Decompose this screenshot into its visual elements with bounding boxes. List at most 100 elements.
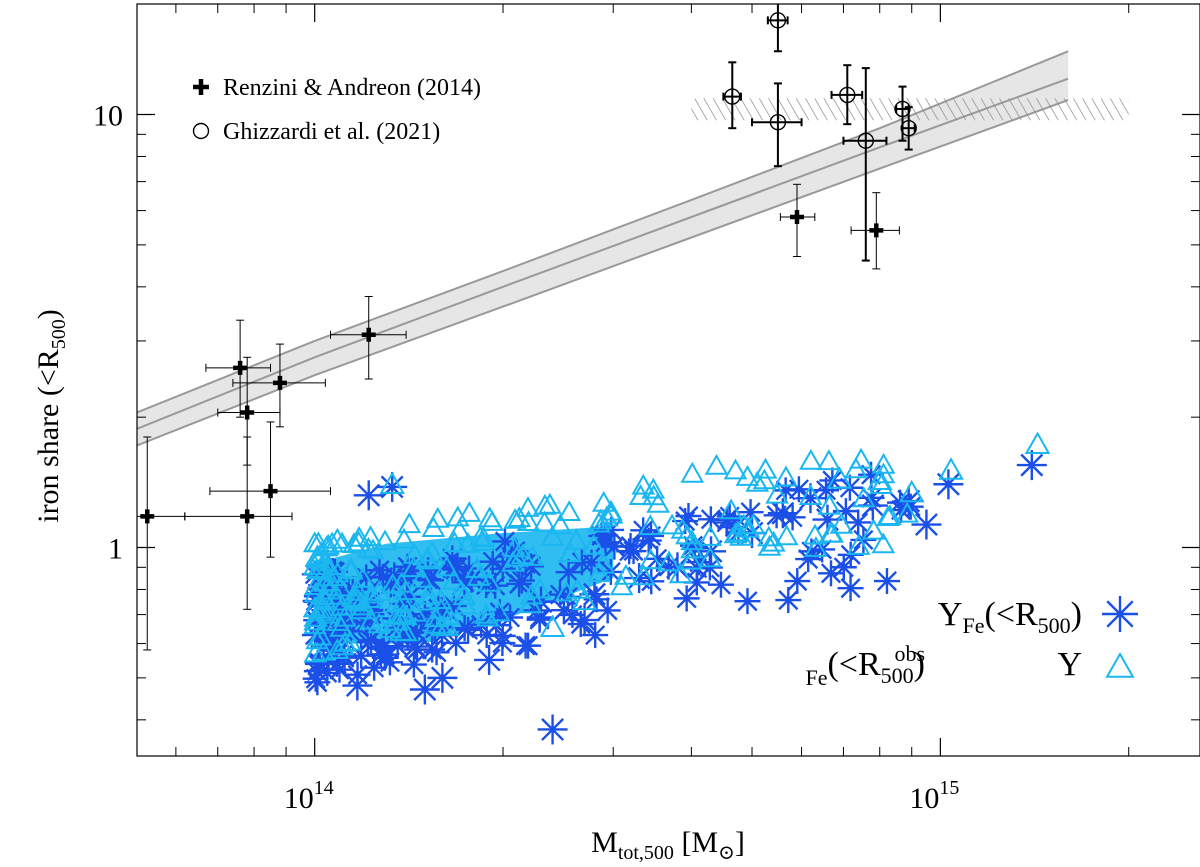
sim-triangle-point	[680, 529, 704, 551]
ghizzardi-circle	[769, 114, 787, 131]
renzini-plus	[869, 223, 884, 238]
sim-asterisk-point	[489, 630, 516, 657]
renzini-plus	[789, 209, 804, 224]
asterisk-stroke	[380, 475, 404, 499]
sim-triangle-point	[533, 493, 557, 515]
sim-triangle-point	[428, 588, 453, 609]
sim-triangle-point	[704, 453, 729, 475]
sim-triangle-point	[378, 617, 403, 639]
asterisk-stroke	[799, 486, 822, 510]
ghizzardi-point	[766, 4, 789, 53]
asterisk-stroke	[686, 572, 707, 593]
asterisk-stroke	[430, 666, 454, 690]
sim-triangle-point	[668, 562, 693, 584]
sim-triangle-point	[457, 501, 482, 522]
renzini-plus	[233, 360, 248, 375]
sim-triangle-point	[670, 517, 695, 539]
sim-triangle-point	[503, 507, 527, 529]
sim-triangle-point	[820, 521, 845, 543]
ghizzardi-circle	[857, 132, 874, 149]
asterisk-stroke	[482, 551, 503, 572]
sim-triangle-point	[516, 496, 540, 517]
sim-asterisk-point	[419, 636, 446, 663]
sim-triangle-point	[303, 641, 328, 663]
sim-triangle-point	[437, 604, 462, 626]
sim-triangle-point	[423, 612, 448, 634]
legend-renzini-label: Renzini & Andreon (2014)	[223, 75, 481, 101]
sim-triangle-point	[679, 548, 703, 570]
sim-triangle-point	[373, 529, 397, 551]
asterisk-stroke	[372, 638, 393, 659]
sim-triangle-point	[311, 639, 336, 661]
sim-triangle-point	[869, 473, 894, 494]
ghizzardi-point	[751, 82, 803, 168]
sim-triangle-point	[391, 589, 415, 611]
sim-asterisk-point	[404, 636, 431, 663]
sim-triangle-point	[325, 527, 350, 549]
asterisk-stroke	[351, 645, 372, 666]
sim-triangle-point	[876, 505, 900, 526]
sim-triangle-point	[346, 530, 371, 552]
asterisk-stroke	[623, 541, 644, 562]
asterisk-stroke	[541, 718, 565, 741]
sim-triangle-point	[638, 514, 663, 536]
sim-asterisk-point	[850, 526, 877, 553]
asterisk-stroke	[558, 562, 579, 583]
asterisk-stroke	[422, 639, 443, 660]
sim-triangle-point	[447, 518, 472, 540]
asterisk-stroke	[581, 552, 602, 573]
axis-ticks: 1014 1015 1 10	[93, 4, 1200, 815]
sim-triangle-point	[449, 579, 474, 601]
sim-triangle-point	[554, 580, 579, 602]
renzini-plus	[140, 509, 155, 524]
ghizzardi-point	[900, 106, 917, 151]
asterisk-stroke	[426, 642, 447, 663]
plot-area	[137, 4, 1129, 745]
sim-triangle-point	[548, 513, 573, 535]
sim-asterisk-point	[845, 509, 872, 536]
sim-triangle-point	[329, 615, 353, 637]
sim-triangle-point	[507, 506, 532, 527]
sim-triangle-point	[540, 524, 565, 546]
sim-asterisk-point	[873, 568, 900, 595]
asterisk-stroke	[853, 529, 874, 550]
asterisk-stroke	[477, 648, 501, 672]
sim-asterisk-point	[515, 632, 542, 659]
sim-triangle-point	[532, 510, 557, 532]
sim-triangle-point	[429, 615, 454, 636]
sim-asterisk-point	[707, 571, 734, 598]
sim-triangle-point	[477, 570, 502, 592]
legend-triangle-marker	[1105, 651, 1135, 678]
asterisk-stroke	[676, 588, 697, 609]
sim-triangle-point	[729, 524, 753, 546]
legend-asterisk-marker	[1102, 596, 1138, 632]
sim-triangle-point	[311, 584, 336, 605]
sim-triangle-point	[520, 545, 545, 566]
asterisk-stroke	[447, 556, 468, 578]
asterisk-stroke	[357, 483, 381, 507]
sim-triangle-point	[817, 493, 842, 515]
sim-asterisk-point	[377, 471, 408, 502]
sim-asterisk-point	[594, 597, 621, 624]
sim-triangle-point	[631, 564, 656, 586]
asterisk-stroke	[413, 678, 437, 701]
ghizzardi-circle	[769, 12, 787, 29]
sim-triangle-point	[646, 491, 671, 513]
sim-triangle-point	[356, 536, 381, 558]
sim-asterisk-point	[342, 670, 373, 701]
sim-triangle-point	[657, 550, 682, 572]
sim-triangle-point	[846, 533, 871, 555]
asterisk-stroke	[509, 573, 530, 594]
ghizzardi-circle	[839, 86, 856, 104]
asterisk-stroke	[517, 635, 539, 656]
sim-triangle-point	[349, 598, 374, 620]
renzini-point	[205, 319, 272, 418]
scaling-band	[137, 51, 1069, 446]
asterisk-stroke	[820, 563, 842, 584]
sim-triangle-point	[330, 594, 355, 616]
legend-triangle-label: Υobs Fe(<R500)	[805, 641, 1082, 690]
sim-triangle-point	[416, 583, 441, 605]
sim-triangle-point	[631, 473, 656, 495]
sim-asterisk-point	[537, 714, 568, 745]
